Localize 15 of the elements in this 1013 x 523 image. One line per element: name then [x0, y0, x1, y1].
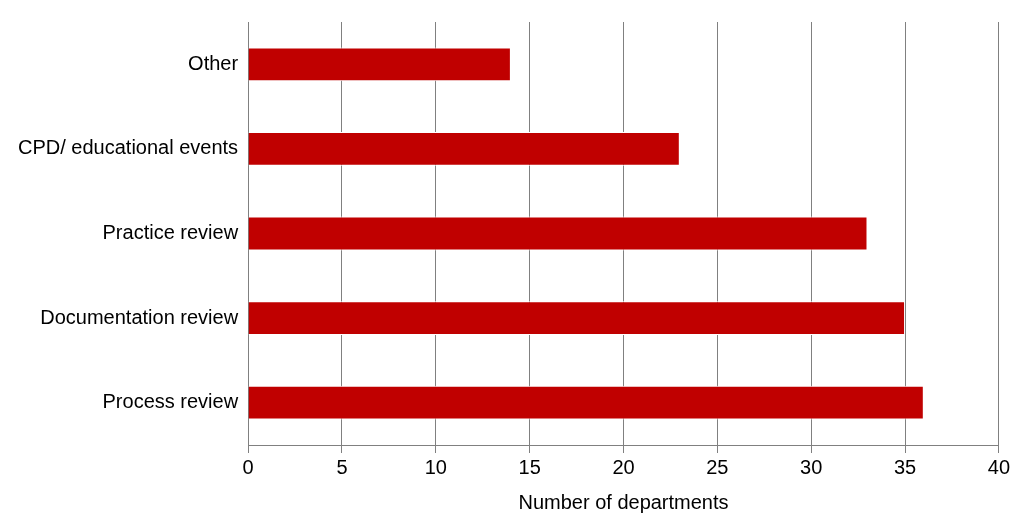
x-tick-label: 5: [336, 455, 348, 478]
y-tick-label: Documentation review: [40, 305, 239, 328]
x-tick-label: 25: [706, 455, 729, 478]
y-tick-label: Process review: [102, 390, 239, 413]
x-tick-label: 0: [242, 455, 254, 478]
x-tick-label: 35: [893, 455, 917, 478]
y-tick-label: Other: [188, 51, 239, 74]
x-tick-label: 15: [518, 455, 541, 478]
x-tick-label: 20: [612, 455, 635, 478]
y-tick-label: CPD/ educational events: [17, 136, 239, 159]
y-tick-label: Practice review: [102, 221, 239, 244]
x-axis-title: Number of departments: [518, 490, 729, 513]
x-tick-label: 30: [800, 455, 823, 478]
x-tick-label: 10: [424, 455, 447, 478]
x-tick-label: 40: [987, 455, 1010, 478]
